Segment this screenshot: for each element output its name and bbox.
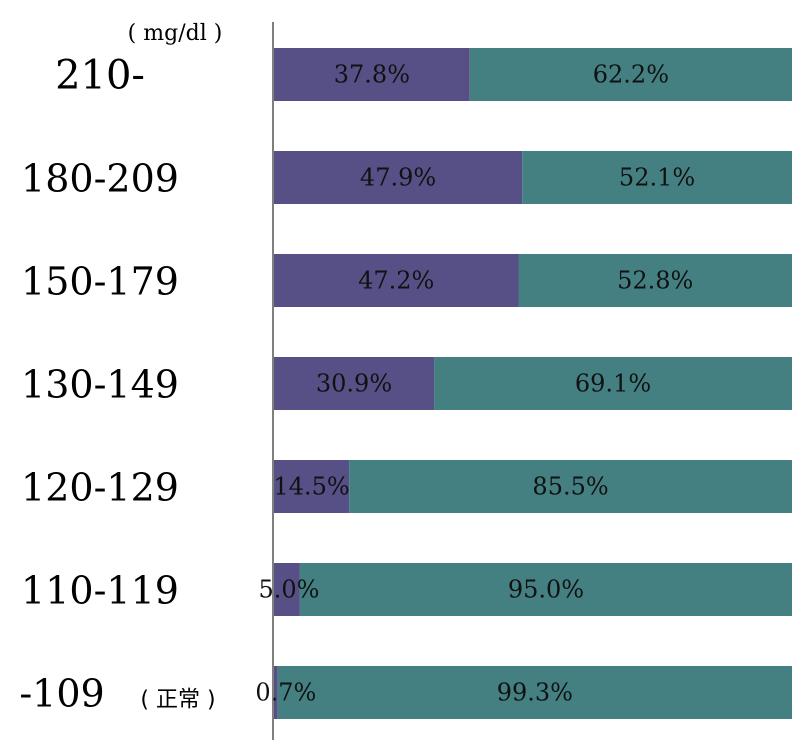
value-label-left-0: 37.8% xyxy=(334,61,410,89)
value-label-left-3: 30.9% xyxy=(316,370,392,398)
bar-segment-right-0 xyxy=(469,48,792,101)
bar-segment-left-3 xyxy=(274,357,435,410)
value-label-right-2: 52.8% xyxy=(617,267,693,295)
value-label-right-6: 99.3% xyxy=(497,679,573,707)
category-label-4: 120-129 xyxy=(21,466,179,510)
value-label-left-4: 14.5% xyxy=(273,473,349,501)
bars-group xyxy=(274,48,792,719)
value-labels: 37.8% 62.2% 47.9% 52.1% 47.2% 52.8% 30.9% 69.1%… xyxy=(255,61,695,707)
category-suffix-6: ( 正常 ) xyxy=(140,688,215,713)
value-label-left-2: 47.2% xyxy=(358,267,434,295)
bar-segment-right-6 xyxy=(277,666,792,719)
value-label-right-5: 95.0% xyxy=(508,576,584,604)
bar-segment-right-4 xyxy=(349,460,792,513)
value-label-right-4: 85.5% xyxy=(532,473,608,501)
category-label-0: 210- xyxy=(55,53,145,99)
value-label-left-1: 47.9% xyxy=(360,164,436,192)
bar-segment-right-5 xyxy=(299,563,792,616)
value-label-right-0: 62.2% xyxy=(593,61,669,89)
value-label-left-6: 0.7% xyxy=(255,679,316,707)
bar-segment-right-2 xyxy=(518,254,792,307)
bar-segment-left-2 xyxy=(274,254,519,307)
bar-segment-left-0 xyxy=(274,48,470,101)
bar-segment-left-1 xyxy=(274,151,523,204)
category-label-2: 150-179 xyxy=(21,260,179,304)
bar-segment-right-1 xyxy=(522,151,792,204)
category-labels: 210- 180-209 150-179 130-149 120-129 110-119 -… xyxy=(19,53,215,716)
category-label-5: 110-119 xyxy=(21,569,179,613)
category-label-3: 130-149 xyxy=(21,363,179,407)
value-label-right-1: 52.1% xyxy=(619,164,695,192)
bar-segment-left-5 xyxy=(274,563,300,616)
bar-segment-left-4 xyxy=(274,460,350,513)
bar-segment-left-6 xyxy=(274,666,278,719)
unit-label: ( mg/dl ) xyxy=(128,21,223,46)
value-label-left-5: 5.0% xyxy=(258,576,319,604)
value-label-right-3: 69.1% xyxy=(575,370,651,398)
bar-segment-right-3 xyxy=(434,357,792,410)
category-label-6: -109 xyxy=(19,672,104,716)
category-label-1: 180-209 xyxy=(21,157,179,201)
